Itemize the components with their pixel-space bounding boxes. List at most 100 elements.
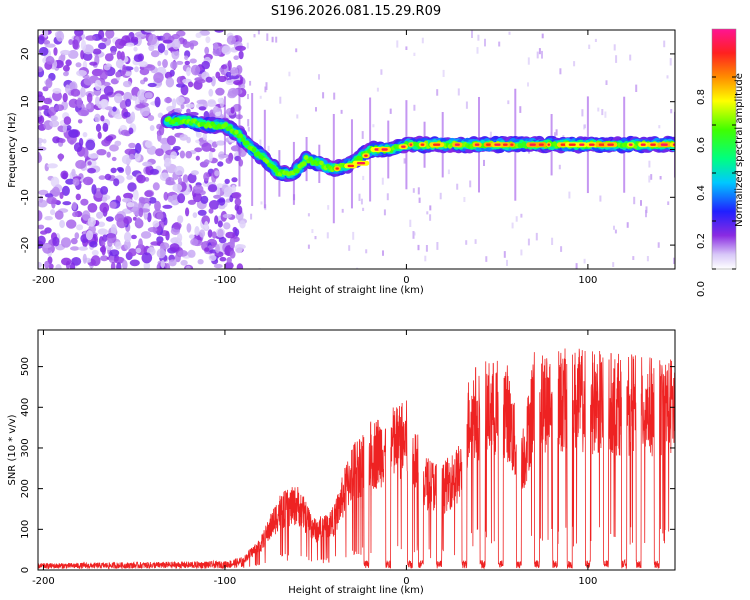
noise-blob: [202, 132, 208, 141]
noise-blob: [165, 77, 175, 88]
noise-blob: [114, 213, 125, 222]
noise-blob: [115, 71, 122, 78]
noise-speckle: [484, 38, 486, 47]
noise-blob: [217, 220, 223, 228]
noise-blob: [42, 244, 52, 248]
noise-speckle: [541, 33, 544, 39]
noise-blob: [156, 212, 164, 220]
ridge-peak-core: [588, 143, 595, 146]
noise-blob: [203, 159, 210, 166]
noise-blob: [120, 129, 130, 136]
noise-speckle: [412, 188, 415, 193]
noise-blob: [212, 42, 219, 50]
noise-blob: [52, 91, 62, 102]
noise-speckle: [413, 104, 416, 111]
noise-blob: [89, 241, 98, 248]
noise-blob: [204, 221, 209, 230]
noise-blob: [110, 167, 117, 174]
noise-blob: [80, 198, 89, 206]
noise-blob: [47, 163, 58, 169]
noise-speckle: [247, 127, 250, 132]
noise-blob: [114, 38, 125, 49]
noise-blob: [217, 228, 224, 238]
noise-blob: [147, 212, 152, 223]
snr-frame: [37, 329, 676, 571]
ridge-peak-core: [420, 143, 425, 146]
noise-blob: [133, 46, 138, 52]
noise-speckle: [604, 111, 607, 118]
noise-blob: [153, 72, 164, 83]
noise-blob: [150, 50, 160, 58]
noise-speckle: [584, 124, 586, 129]
noise-blob: [224, 186, 233, 197]
noise-blob: [208, 254, 217, 262]
noise-speckle: [670, 109, 673, 114]
ridge-peak-core: [607, 143, 614, 146]
noise-blob: [185, 150, 193, 159]
noise-blob: [190, 64, 201, 76]
noise-speckle: [515, 216, 518, 222]
noise-blob: [138, 238, 143, 250]
noise-blob: [190, 238, 199, 246]
ridge-mark: [240, 137, 246, 143]
noise-blob: [122, 259, 128, 269]
noise-speckle: [333, 92, 336, 100]
noise-blob: [124, 148, 136, 155]
noise-blob: [110, 261, 116, 269]
noise-blob: [110, 45, 117, 53]
ridge-mark: [234, 129, 239, 135]
noise-blob: [217, 97, 224, 104]
noise-speckle: [471, 30, 473, 38]
noise-speckle: [463, 197, 466, 202]
noise-blob: [97, 228, 109, 235]
noise-blob: [190, 170, 199, 176]
noise-blob: [77, 119, 83, 124]
colorbar-ticks: 0.0 0.2 0.4 0.6 0.8: [696, 76, 736, 297]
spectrogram-y-tick-label: 20: [20, 48, 31, 61]
ridge-peak-core: [650, 143, 656, 146]
noise-blob: [45, 43, 56, 48]
noise-speckle: [560, 246, 563, 252]
noise-blob: [134, 152, 141, 162]
noise-blob: [215, 71, 221, 79]
noise-blob: [82, 176, 94, 186]
noise-blob: [208, 208, 214, 214]
noise-blob: [225, 71, 232, 78]
noise-speckle: [295, 48, 298, 53]
ridge-peak-core: [502, 143, 508, 146]
noise-blob: [101, 37, 108, 42]
noise-speckle: [527, 82, 529, 87]
noise-blob: [226, 35, 236, 45]
noise-blob: [187, 199, 196, 205]
noise-speckle: [315, 107, 317, 112]
noise-speckle: [626, 222, 629, 228]
noise-speckle: [615, 55, 618, 63]
noise-blob: [132, 189, 139, 201]
noise-blob: [38, 110, 42, 117]
noise-blob: [101, 196, 108, 202]
noise-blob: [187, 173, 197, 184]
noise-blob: [76, 70, 87, 77]
noise-speckle: [536, 51, 539, 59]
noise-speckle: [511, 222, 514, 229]
noise-blob: [136, 174, 146, 184]
noise-blob: [172, 146, 181, 151]
noise-blob: [80, 39, 87, 51]
noise-blob: [123, 91, 133, 103]
noise-blob: [135, 142, 142, 154]
noise-speckle: [594, 38, 597, 42]
noise-blob: [128, 127, 134, 135]
ridge-mark: [301, 161, 307, 167]
colorbar-tick-label: 0.2: [696, 233, 707, 249]
noise-blob: [208, 151, 213, 162]
noise-speckle: [581, 109, 584, 117]
noise-blob: [192, 192, 202, 203]
noise-blob: [215, 87, 225, 96]
spectrogram-x-axis-label: Height of straight line (km): [288, 285, 424, 296]
noise-speckle: [573, 61, 576, 67]
noise-speckle: [271, 36, 274, 43]
noise-blob: [86, 92, 93, 103]
snr-x-axis-label: Height of straight line (km): [288, 585, 424, 596]
noise-blob: [201, 142, 212, 152]
ridge-peak-core: [356, 162, 366, 165]
